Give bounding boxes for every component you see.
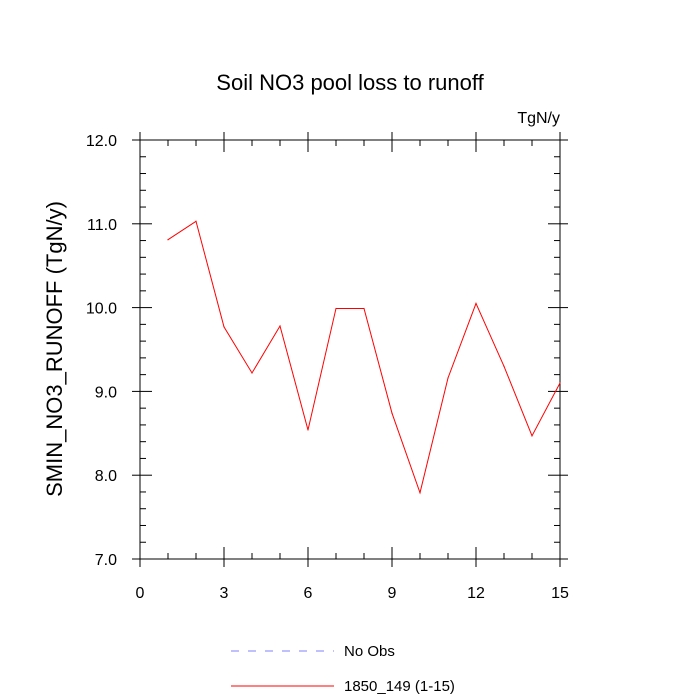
series-point <box>195 220 197 222</box>
y-tick-label: 12.0 <box>86 133 117 150</box>
series-point <box>363 307 365 310</box>
x-tick-label: 15 <box>551 585 569 602</box>
series-layer <box>167 220 561 495</box>
series-point <box>531 435 533 437</box>
series-point <box>279 325 281 327</box>
y-tick-label: 10.0 <box>86 301 117 318</box>
series-line <box>167 220 561 495</box>
x-tick-label: 6 <box>304 585 313 602</box>
x-tick-label: 0 <box>136 585 145 602</box>
series-point <box>167 239 169 241</box>
x-tick-label: 12 <box>467 585 485 602</box>
y-tick-label: 11.0 <box>87 217 117 234</box>
series-point <box>335 307 337 310</box>
y-tick-label: 9.0 <box>95 384 117 401</box>
legend: No Obs 1850_149 (1-15) <box>231 643 455 695</box>
chart-title: Soil NO3 pool loss to runoff <box>216 70 484 95</box>
series-point <box>419 492 421 494</box>
y-axis-label: SMIN_NO3_RUNOFF (TgN/y) <box>42 201 67 497</box>
y-tick-label: 8.0 <box>95 468 117 485</box>
series-point <box>447 377 449 379</box>
unit-label: TgN/y <box>517 110 560 127</box>
series-point <box>391 412 393 414</box>
series-point <box>503 365 505 367</box>
axis-tick-labels: 0 3 6 9 12 15 7.0 8.0 9.0 10.0 11.0 12.0 <box>86 133 569 602</box>
series-point <box>223 326 225 328</box>
series-point <box>559 382 561 384</box>
plot-frame <box>139 139 561 560</box>
legend-label: No Obs <box>344 643 395 660</box>
series-point <box>475 302 477 305</box>
x-tick-label: 3 <box>220 585 229 602</box>
series-point <box>251 372 253 374</box>
y-tick-label: 7.0 <box>95 552 117 569</box>
axis-ticks <box>132 132 568 567</box>
x-tick-label: 9 <box>388 585 397 602</box>
legend-label: 1850_149 (1-15) <box>344 678 455 695</box>
series-point <box>307 429 309 431</box>
